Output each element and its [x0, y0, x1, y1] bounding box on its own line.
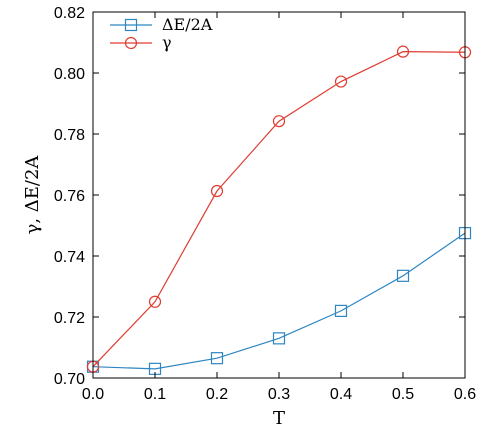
x-tick-label: 0.2: [206, 386, 228, 403]
delta-e-series: [86, 227, 472, 375]
gamma-series: [86, 45, 472, 373]
y-tick-label: 0.80: [54, 66, 85, 83]
x-tick-label: 0.3: [268, 386, 290, 403]
legend-label: ΔE/2A: [162, 15, 213, 34]
delta-e-series-point: [396, 269, 410, 282]
x-tick-label: 0.0: [82, 386, 104, 403]
y-tick-label: 0.74: [54, 249, 85, 266]
legend-item-delta-e: ΔE/2A: [110, 15, 213, 34]
y-tick-label: 0.78: [54, 127, 85, 144]
y-tick-label: 0.76: [54, 188, 85, 205]
y-tick-label: 0.82: [54, 5, 85, 22]
legend-label: γ: [162, 33, 172, 52]
legend: ΔE/2Aγ: [110, 15, 213, 52]
gamma-series-point: [210, 184, 224, 198]
plot-area: [86, 45, 472, 375]
axes: 0.0 0.1 0.2 0.3 0.4 0.5 0.6 0.70 0.72 0.74 0.76 0.7…: [54, 5, 476, 403]
x-axis-label: T: [273, 408, 285, 429]
legend-marker: [124, 18, 138, 32]
x-tick-label: 0.4: [330, 386, 352, 403]
delta-e-series-point: [272, 332, 286, 345]
x-tick-label: 0.1: [144, 386, 166, 403]
gamma-series-point: [148, 295, 162, 308]
delta-e-series-point: [334, 304, 348, 317]
y-tick-label: 0.72: [54, 310, 85, 327]
plot-frame: [92, 11, 466, 379]
delta-e-series-point: [210, 352, 224, 365]
gamma-series-line: [92, 51, 466, 368]
y-axis-label: γ, ΔE/2A: [22, 155, 43, 235]
gamma-series-point: [396, 45, 410, 58]
y-tick-label: 0.70: [54, 371, 85, 388]
legend-item-gamma: γ: [110, 33, 172, 52]
gamma-series-point: [272, 115, 286, 128]
x-tick-label: 0.5: [392, 386, 414, 403]
delta-e-series-line: [92, 232, 466, 370]
x-tick-label: 0.6: [454, 386, 476, 403]
gamma-series-point: [334, 75, 348, 88]
legend-marker: [124, 36, 138, 50]
